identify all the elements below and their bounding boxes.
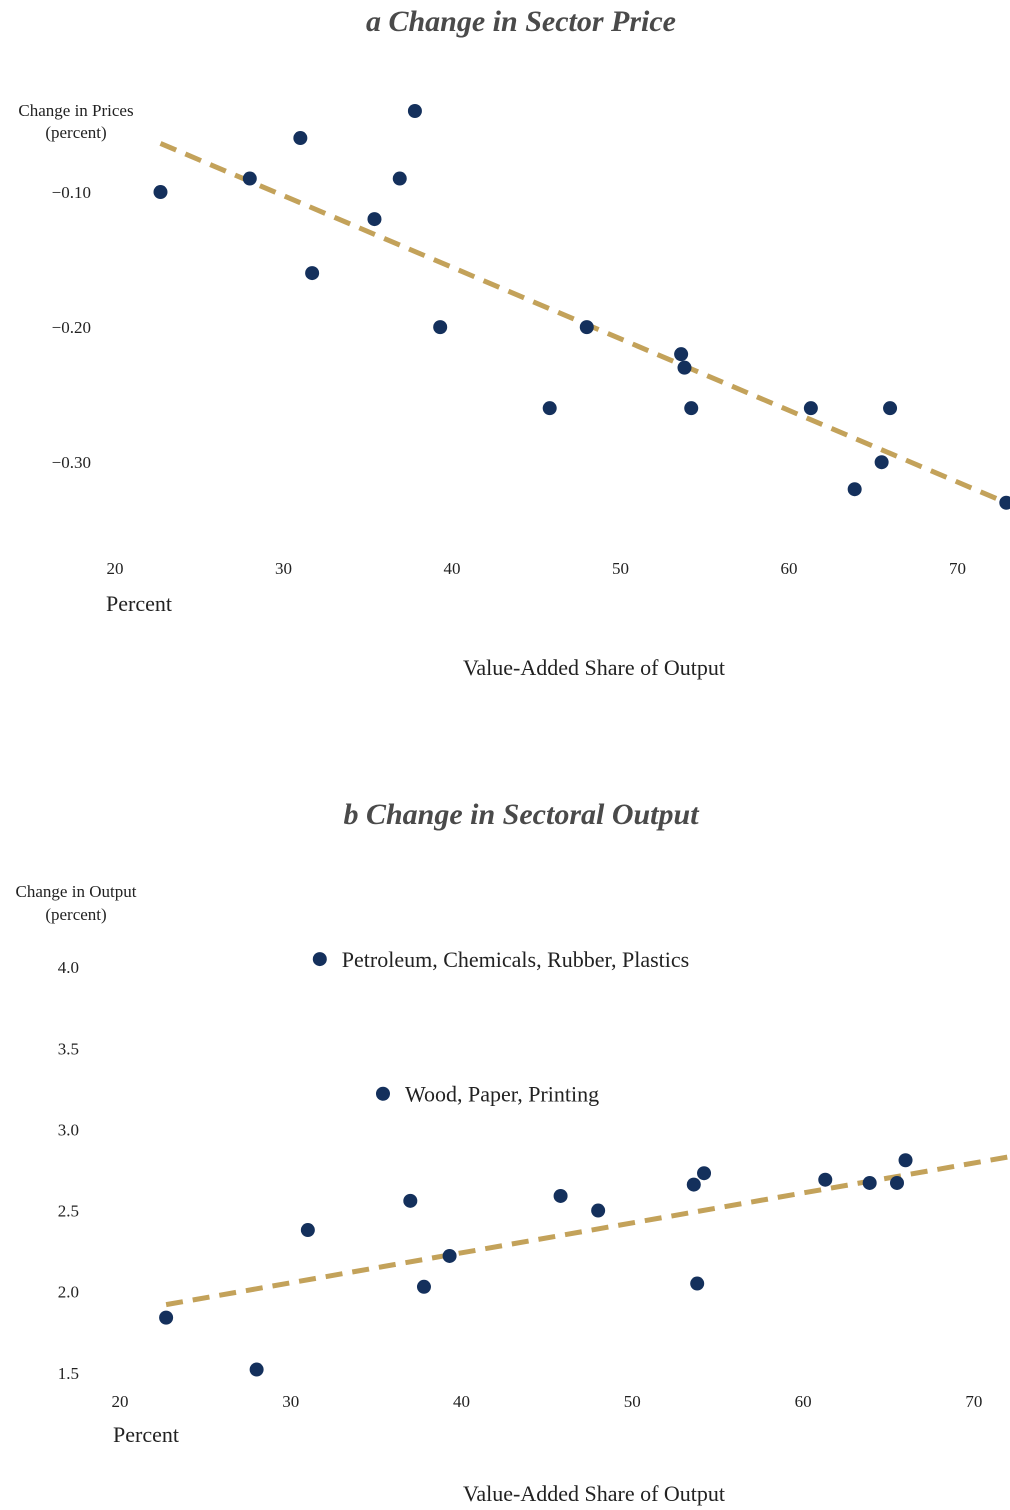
data-point <box>367 212 382 227</box>
data-point <box>375 1086 390 1101</box>
x-tick-label: 30 <box>275 559 292 578</box>
panel-b: b Change in Sectoral Output Change in Ou… <box>16 798 1009 1506</box>
x-tick-labels: 20 30 40 50 60 70 <box>112 1392 983 1411</box>
data-point <box>890 1175 904 1190</box>
data-point <box>898 1153 913 1168</box>
data-point <box>999 495 1010 510</box>
x-tick-label: 50 <box>612 559 629 578</box>
data-point <box>862 1175 877 1190</box>
data-point <box>300 1223 315 1238</box>
x-axis-unit: Percent <box>113 1422 179 1447</box>
y-axis-label-line2: (percent) <box>45 905 106 924</box>
y-tick-label: −0.30 <box>52 453 91 472</box>
x-tick-label: 20 <box>107 559 124 578</box>
data-point <box>874 455 889 470</box>
y-tick-label: 1.5 <box>58 1364 79 1383</box>
data-point <box>697 1166 712 1181</box>
data-points <box>159 952 913 1377</box>
x-tick-label: 40 <box>453 1392 470 1411</box>
x-axis-unit: Percent <box>106 591 172 616</box>
data-point <box>591 1203 606 1218</box>
chart-title: a Change in Sector Price <box>366 5 676 38</box>
data-point <box>686 1177 701 1192</box>
x-tick-label: 40 <box>443 559 460 578</box>
data-point <box>847 482 862 497</box>
trend-line <box>165 1154 1009 1308</box>
x-tick-label: 20 <box>112 1392 129 1411</box>
data-points <box>153 104 1010 510</box>
y-tick-label: 4.0 <box>58 958 79 977</box>
y-axis-label-line1: Change in Output <box>16 882 137 901</box>
y-tick-labels: 1.5 2.0 2.5 3.0 3.5 4.0 <box>58 958 79 1383</box>
x-tick-label: 50 <box>624 1392 641 1411</box>
x-axis-label: Value-Added Share of Output <box>463 655 725 680</box>
trend-line-segment <box>165 1154 1009 1308</box>
x-tick-labels: 20 30 40 50 60 70 <box>107 559 966 578</box>
panel-a: a Change in Sector Price Change in Price… <box>18 5 1010 680</box>
data-point <box>674 347 689 362</box>
data-point <box>684 401 699 416</box>
data-point <box>312 952 327 967</box>
data-point <box>242 171 257 186</box>
y-tick-label: −0.20 <box>52 318 91 337</box>
y-tick-label: 2.5 <box>58 1202 79 1221</box>
data-point <box>305 266 320 281</box>
x-tick-label: 70 <box>965 1392 982 1411</box>
data-point <box>553 1188 568 1203</box>
x-tick-label: 60 <box>795 1392 812 1411</box>
x-tick-label: 60 <box>780 559 797 578</box>
chart-title: b Change in Sectoral Output <box>343 798 700 831</box>
y-tick-label: 3.0 <box>58 1120 79 1139</box>
x-tick-label: 70 <box>949 559 966 578</box>
point-annotation: Wood, Paper, Printing <box>405 1082 599 1107</box>
data-point <box>153 185 168 200</box>
point-annotation: Petroleum, Chemicals, Rubber, Plastics <box>342 947 689 972</box>
y-axis-label-line2: (percent) <box>45 123 106 142</box>
y-tick-labels: −0.10 −0.20 −0.30 <box>52 183 91 472</box>
data-point <box>249 1362 264 1377</box>
data-point <box>416 1279 431 1294</box>
data-point <box>690 1276 705 1291</box>
data-point <box>159 1310 174 1325</box>
data-point <box>579 320 594 335</box>
data-point <box>542 401 557 416</box>
data-point <box>803 401 818 416</box>
y-tick-label: 3.5 <box>58 1039 79 1058</box>
data-point <box>442 1248 457 1263</box>
data-point <box>883 401 898 416</box>
y-tick-label: −0.10 <box>52 183 91 202</box>
data-point <box>407 104 422 118</box>
x-axis-label: Value-Added Share of Output <box>463 1481 725 1506</box>
data-point <box>403 1193 418 1208</box>
data-point <box>818 1172 833 1187</box>
data-point <box>677 360 692 375</box>
y-axis-label-line1: Change in Prices <box>18 101 133 120</box>
data-point <box>433 320 448 335</box>
data-point <box>293 131 308 146</box>
data-point <box>392 171 407 186</box>
y-tick-label: 2.0 <box>58 1283 79 1302</box>
x-tick-label: 30 <box>282 1392 299 1411</box>
annotations: Petroleum, Chemicals, Rubber, Plastics Wo… <box>342 947 689 1107</box>
